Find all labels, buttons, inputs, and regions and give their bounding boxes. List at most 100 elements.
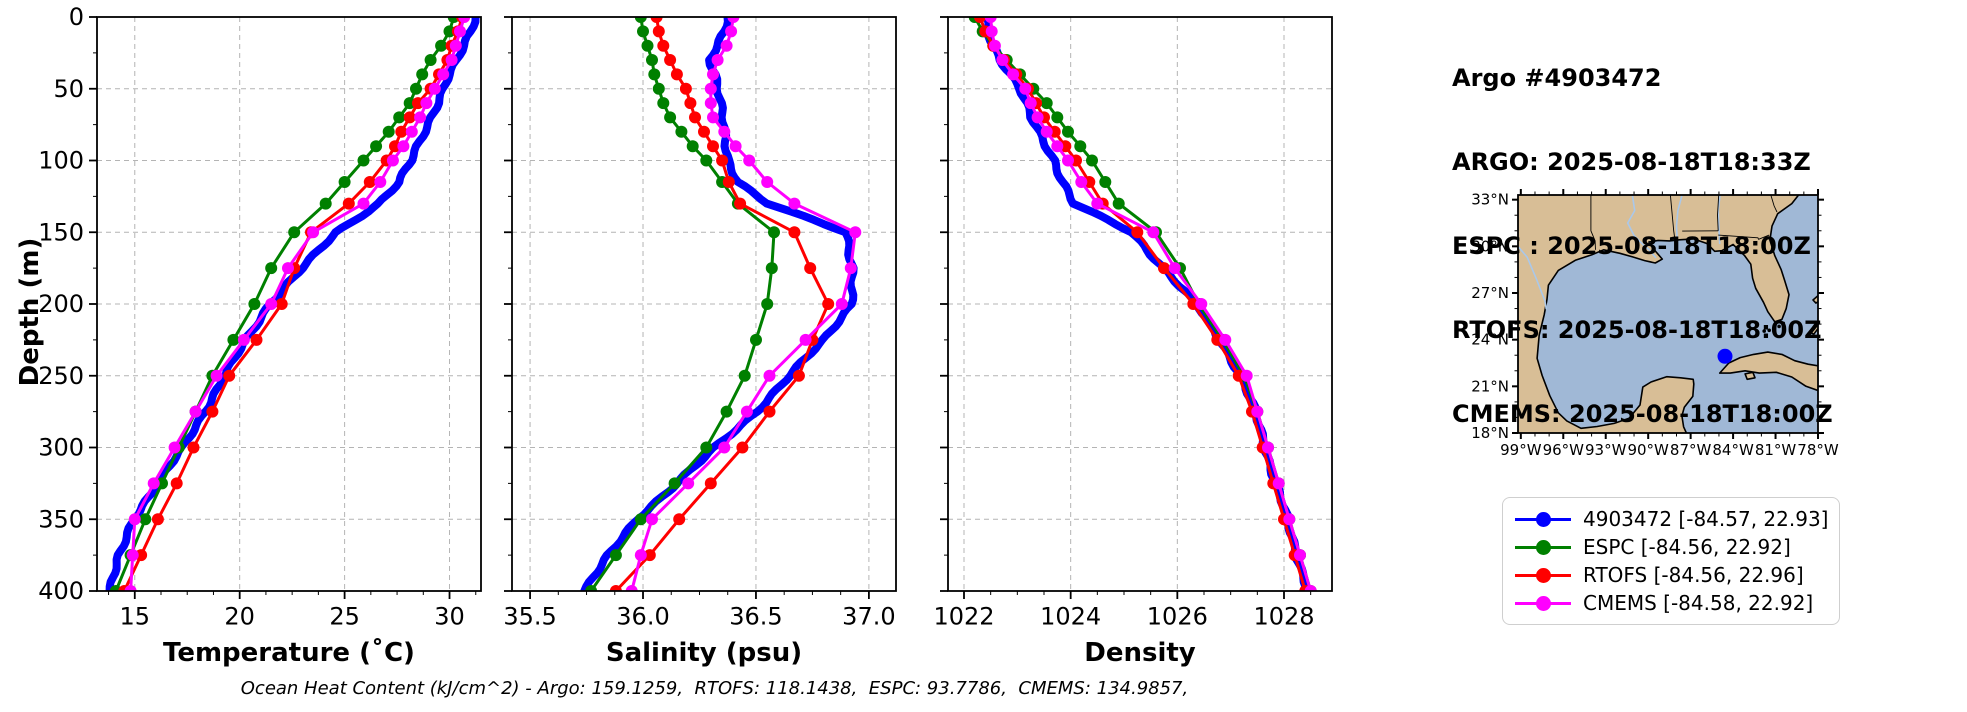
series-marker-CMEMS [1251, 405, 1264, 418]
series-marker-ESPC [403, 97, 416, 110]
figure-title-block: Argo #4903472 ARGO: 2025-08-18T18:33Z ES… [1452, 8, 1833, 484]
y-tick-label: 100 [38, 147, 84, 175]
series-marker-CMEMS [126, 549, 139, 562]
series-marker-ESPC [1086, 154, 1098, 167]
legend-line-marker-icon [1515, 567, 1571, 583]
x-tick-label: 37.0 [842, 603, 895, 631]
float-position-marker [1717, 348, 1733, 364]
series-marker-ESPC [1062, 125, 1074, 138]
series-marker-CMEMS [1240, 369, 1253, 382]
series-marker-CMEMS [147, 477, 160, 490]
series-marker-CMEMS [437, 68, 450, 81]
series-marker-RTOFS [1158, 262, 1170, 275]
series-marker-ESPC [634, 513, 647, 526]
series-group [580, 17, 862, 591]
profile-panel-2: 35.5 36.0 36.5 37.0 Salinity (psu) [503, 16, 897, 668]
series-marker-CMEMS [1294, 549, 1306, 562]
map-clip-group [1518, 195, 1818, 433]
series-marker-CMEMS [210, 369, 223, 382]
series-marker-RTOFS [643, 549, 656, 562]
x-tick-label: 1028 [1253, 603, 1314, 631]
series-marker-CMEMS [1262, 441, 1274, 454]
y-tick-label: 350 [38, 505, 84, 533]
y-tick-label: 50 [53, 75, 84, 103]
series-marker-RTOFS [788, 226, 801, 239]
series-marker-ESPC [738, 369, 751, 382]
series-marker-CMEMS [682, 477, 695, 490]
series-marker-CMEMS [788, 197, 801, 210]
map-state-border [1590, 195, 1596, 250]
map-state-border [1717, 195, 1720, 231]
series-marker-CMEMS [718, 441, 731, 454]
map-y-tick-label: 27°N [1471, 284, 1509, 302]
series-marker-RTOFS [250, 333, 263, 346]
inset-map: 99°W 96°W 93°W 90°W 87°W 84°W 81°W 78°W 33°N 30°N… [1471, 189, 1839, 459]
map-x-tick-label: 87°W [1670, 441, 1712, 459]
y-tick-label: 250 [38, 362, 84, 390]
series-marker-ESPC [382, 125, 395, 138]
series-marker-CMEMS [1283, 513, 1296, 526]
series-group [968, 17, 1317, 591]
x-axis-label: Temperature (˚C) [163, 637, 415, 668]
map-keys-island [1767, 328, 1771, 333]
series-marker-RTOFS [657, 39, 670, 52]
series-marker-ESPC [700, 154, 713, 167]
series-marker-CMEMS [835, 298, 848, 310]
x-tick-label: 15 [119, 603, 150, 631]
ohc-annotation: Ocean Heat Content (kJ/cm^2) - Argo: 159… [240, 678, 1189, 699]
series-marker-CMEMS [1031, 111, 1044, 124]
series-marker-CMEMS [985, 25, 998, 38]
series-marker-RTOFS [342, 197, 355, 210]
map-keys-island [1772, 327, 1776, 331]
y-tick-label: 150 [38, 218, 84, 246]
series-marker-CMEMS [405, 125, 418, 138]
series-marker-ESPC [686, 140, 699, 153]
series-marker-ESPC [750, 333, 762, 346]
series-marker-CMEMS [189, 405, 202, 418]
series-marker-CMEMS [996, 54, 1009, 66]
series-marker-RTOFS [363, 176, 376, 188]
series-marker-RTOFS [275, 298, 288, 310]
series-marker-ESPC [585, 585, 598, 591]
series-marker-ESPC [765, 262, 778, 275]
series-marker-CMEMS [1040, 125, 1053, 138]
series-marker-CMEMS [1195, 298, 1208, 310]
profile-panel-1: 15 20 25 30050100150200250300350400Temperat… [38, 3, 482, 668]
series-marker-CMEMS [1272, 477, 1285, 490]
series-marker-RTOFS [187, 441, 200, 454]
series-marker-ESPC [648, 68, 661, 81]
series-marker-RTOFS [679, 82, 692, 95]
x-tick-label: 20 [224, 603, 255, 631]
legend: 4903472 [-84.57, 22.93] ESPC [-84.56, 22… [1502, 497, 1840, 625]
map-state-border [1770, 195, 1778, 213]
title-line-cmems-time: CMEMS: 2025-08-18T18:00Z [1452, 400, 1833, 428]
map-y-tick-label: 21°N [1471, 377, 1509, 395]
series-marker-RTOFS [652, 25, 665, 38]
y-tick-label: 300 [38, 434, 84, 462]
series-marker-CMEMS [1062, 154, 1074, 167]
series-marker-CMEMS [1091, 197, 1104, 210]
series-marker-CMEMS [1007, 68, 1020, 81]
series-marker-RTOFS [736, 441, 749, 454]
series-marker-RTOFS [170, 477, 183, 490]
series-marker-CMEMS [1219, 333, 1232, 346]
series-marker-RTOFS [670, 68, 683, 81]
panel-border [511, 16, 897, 592]
legend-label: ESPC [-84.56, 22.92] [1583, 535, 1791, 559]
x-tick-label: 1022 [933, 603, 994, 631]
series-marker-ESPC [248, 298, 261, 310]
series-marker-ESPC [641, 39, 654, 52]
series-marker-ESPC [227, 333, 240, 346]
legend-item-argo: 4903472 [-84.57, 22.93] [1515, 505, 1828, 533]
series-marker-CMEMS [707, 111, 719, 124]
map-keys-island [1777, 324, 1781, 329]
series-marker-ESPC [1040, 97, 1053, 110]
series-marker-CMEMS [704, 82, 717, 95]
series-marker-ESPC [761, 298, 774, 310]
series-marker-RTOFS [716, 154, 729, 167]
map-x-tick-label: 78°W [1797, 441, 1839, 459]
map-x-tick-label: 84°W [1712, 441, 1754, 459]
map-border [1517, 194, 1819, 434]
series-marker-CMEMS [1147, 226, 1160, 239]
series-marker-ESPC [443, 25, 456, 38]
